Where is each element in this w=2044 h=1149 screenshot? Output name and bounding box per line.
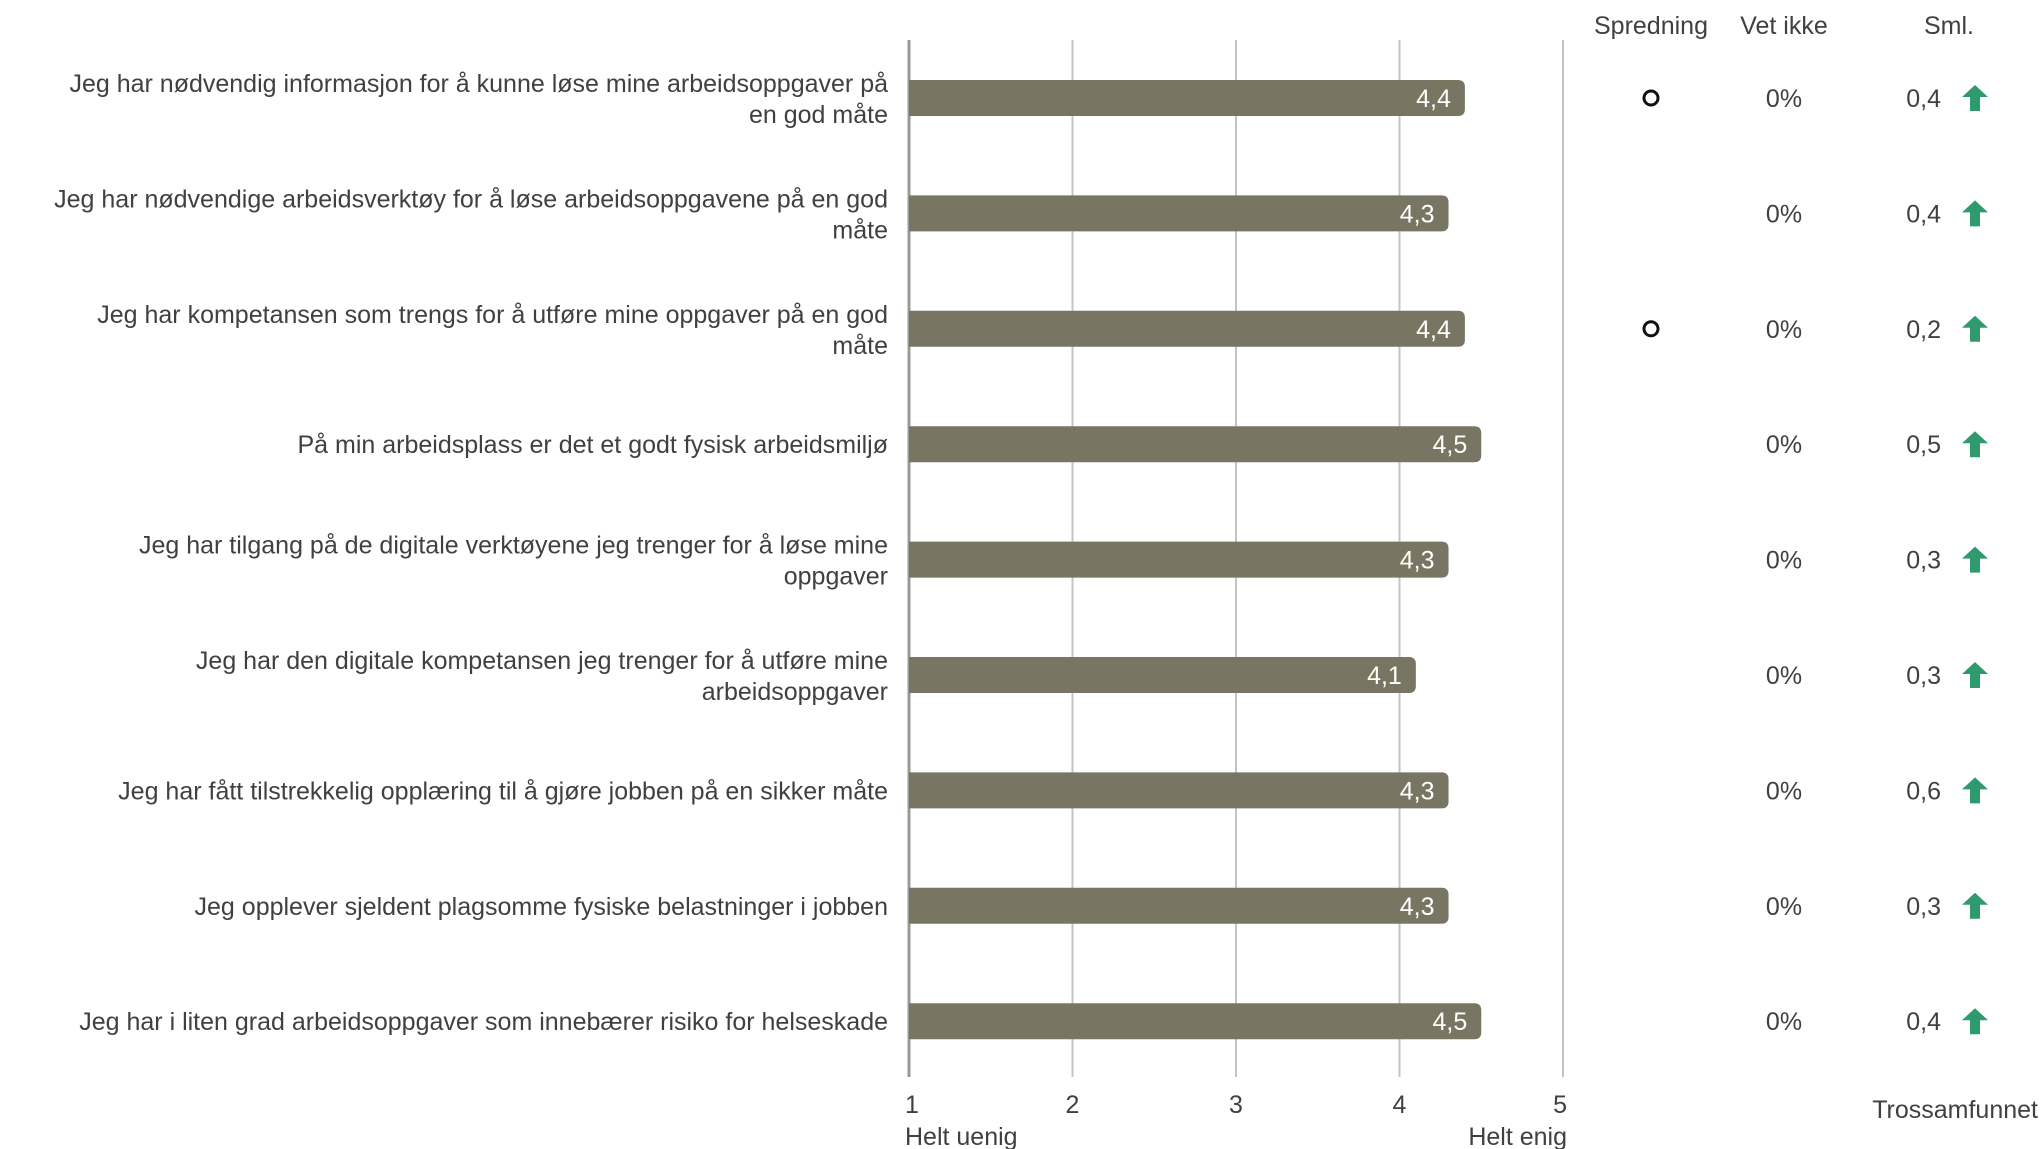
x-tick-label: 5 (1553, 1091, 1567, 1119)
vet-ikke-value: 0% (1766, 1008, 1802, 1036)
vet-ikke-value: 0% (1766, 893, 1802, 921)
x-tick-label: 4 (1393, 1091, 1407, 1119)
sml-value: 0,3 (1906, 893, 1941, 921)
bar (909, 195, 1449, 232)
x-min-label: Helt uenig (905, 1123, 1018, 1149)
bar (909, 1003, 1482, 1040)
category-label: På min arbeidsplass er det et godt fysis… (297, 431, 888, 459)
x-max-label: Helt enig (1468, 1123, 1567, 1149)
x-tick-label: 1 (905, 1091, 919, 1119)
spredning-marker (1642, 320, 1660, 338)
arrow-up-icon (1962, 200, 1988, 227)
bars: 4,4 4,3 4,4 4,5 4,3 4,1 4,3 4,3 4,5 (909, 80, 1482, 1040)
arrow-up-icon (1962, 431, 1988, 458)
bar-value-label: 4,5 (1432, 431, 1467, 459)
arrow-up-icon (1962, 546, 1988, 573)
vet-ikke-value: 0% (1766, 777, 1802, 805)
bar-value-label: 4,3 (1400, 547, 1435, 575)
category-label: måte (832, 216, 888, 244)
bar (909, 887, 1449, 924)
category-label: arbeidsoppgaver (702, 678, 888, 706)
arrow-up-icon (1962, 1008, 1988, 1035)
spredning-marker (1642, 89, 1660, 107)
arrow-up-icon (1962, 85, 1988, 111)
arrow-up-icon (1962, 662, 1988, 688)
category-labels: Jeg har nødvendig informasjon for å kunn… (54, 70, 888, 1036)
sml-value: 0,3 (1906, 662, 1941, 690)
column-headers: Spredning Vet ikke Sml. (1594, 12, 1974, 40)
x-tick-label: 2 (1066, 1091, 1080, 1119)
comparison-footer: Trossamfunnet (1872, 1096, 2038, 1124)
bar (909, 541, 1449, 578)
category-label: måte (832, 332, 888, 360)
sml-value: 0,4 (1906, 1008, 1941, 1036)
arrow-up-icon (1962, 315, 1988, 342)
bar (909, 310, 1465, 347)
arrow-up-icon (1962, 892, 1988, 919)
vet-ikke-value: 0% (1766, 316, 1802, 344)
category-label: Jeg opplever sjeldent plagsomme fysiske … (195, 893, 888, 921)
category-label: Jeg har den digitale kompetansen jeg tre… (196, 647, 888, 675)
bar-value-label: 4,3 (1400, 200, 1435, 228)
category-label: Jeg har nødvendig informasjon for å kunn… (69, 70, 888, 98)
sml-value: 0,5 (1906, 431, 1941, 459)
bar-value-label: 4,3 (1400, 777, 1435, 805)
bar (909, 772, 1449, 809)
category-label: Jeg har tilgang på de digitale verktøyen… (139, 532, 888, 560)
x-axis: Helt uenig Helt enig 1 2 3 4 5 (905, 1091, 1567, 1149)
bar-value-label: 4,4 (1416, 85, 1451, 113)
bar (909, 80, 1465, 116)
category-label: Jeg har i liten grad arbeidsoppgaver som… (79, 1008, 888, 1036)
category-label: Jeg har kompetansen som trengs for å utf… (97, 301, 888, 329)
bar (909, 426, 1482, 463)
category-label: en god måte (749, 101, 888, 129)
sml-value: 0,4 (1906, 85, 1941, 113)
vet-ikke-value: 0% (1766, 662, 1802, 690)
header-sml: Sml. (1924, 12, 1974, 40)
vet-ikke-value: 0% (1766, 547, 1802, 575)
bar-value-label: 4,5 (1432, 1008, 1467, 1036)
vet-ikke-value: 0% (1766, 431, 1802, 459)
sml-value: 0,3 (1906, 547, 1941, 575)
header-spredning: Spredning (1594, 12, 1708, 40)
side-columns: 0% 0,4 0% 0,4 0% 0,2 0% 0,5 0% 0,3 0% 0,3 0% 0,6 0% 0,3… (1642, 85, 1988, 1036)
vet-ikke-value: 0% (1766, 200, 1802, 228)
bar-value-label: 4,4 (1416, 316, 1451, 344)
sml-value: 0,4 (1906, 200, 1941, 228)
header-vet-ikke: Vet ikke (1740, 12, 1828, 40)
bar-value-label: 4,3 (1400, 893, 1435, 921)
category-label: oppgaver (784, 563, 888, 591)
category-label: Jeg har fått tilstrekkelig opplæring til… (118, 777, 888, 805)
bar (909, 657, 1416, 693)
bar-value-label: 4,1 (1367, 662, 1402, 690)
vet-ikke-value: 0% (1766, 85, 1802, 113)
sml-value: 0,2 (1906, 316, 1941, 344)
arrow-up-icon (1962, 777, 1988, 804)
sml-value: 0,6 (1906, 777, 1941, 805)
category-label: Jeg har nødvendige arbeidsverktøy for å … (54, 185, 888, 213)
x-tick-label: 3 (1229, 1091, 1243, 1119)
